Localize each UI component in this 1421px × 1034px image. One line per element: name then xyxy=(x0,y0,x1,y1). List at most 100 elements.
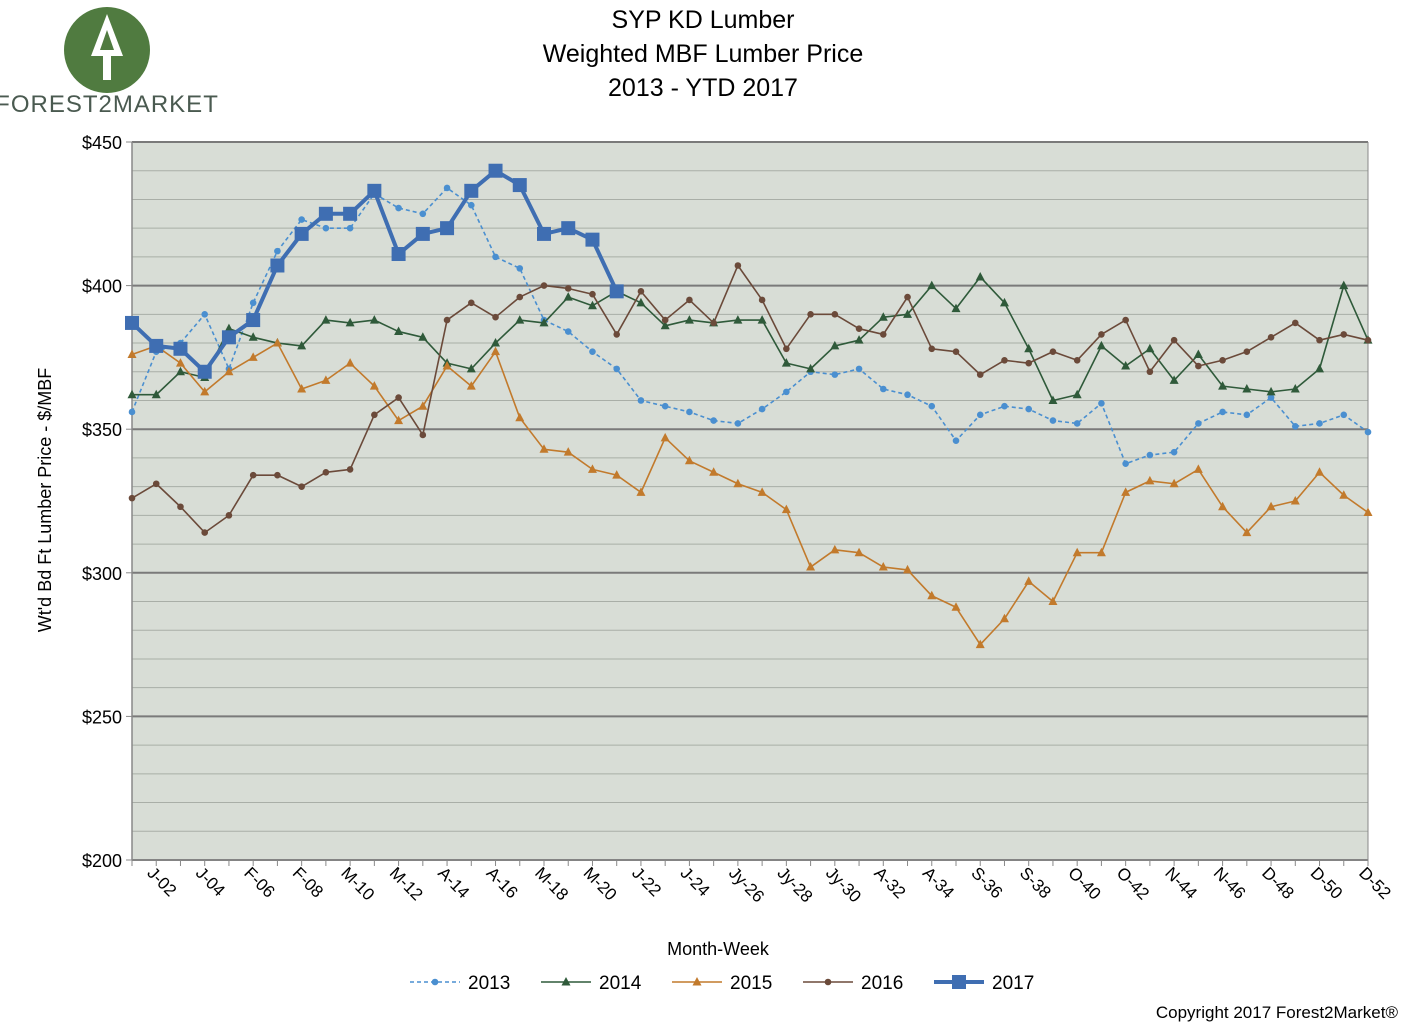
y-tick-label: $350 xyxy=(82,420,122,440)
point xyxy=(1024,576,1034,585)
legend-item: 2013 xyxy=(410,973,510,994)
point xyxy=(197,364,212,379)
point xyxy=(806,363,816,373)
point xyxy=(563,447,573,456)
legend-label: 2017 xyxy=(992,973,1034,994)
legend-item: 2016 xyxy=(803,973,903,994)
point xyxy=(270,258,285,273)
point xyxy=(1073,356,1081,364)
point xyxy=(1195,420,1202,427)
point xyxy=(564,285,572,292)
legend-label: 2016 xyxy=(861,973,903,994)
point xyxy=(151,389,161,399)
point xyxy=(1364,428,1372,436)
y-tick-label: $300 xyxy=(82,564,122,584)
point xyxy=(322,224,330,232)
point xyxy=(224,366,234,376)
x-tick-label: M-12 xyxy=(386,863,427,904)
point xyxy=(636,487,646,496)
point xyxy=(152,480,160,488)
point xyxy=(369,315,379,324)
point xyxy=(660,320,670,330)
point xyxy=(686,408,693,416)
point xyxy=(1169,478,1179,488)
point xyxy=(249,299,257,307)
point xyxy=(415,226,430,241)
chart-title: SYP KD Lumber xyxy=(612,6,795,34)
point xyxy=(201,529,209,536)
point xyxy=(951,602,961,611)
point xyxy=(467,299,475,307)
point xyxy=(395,204,402,212)
point xyxy=(806,562,816,571)
point xyxy=(225,512,233,519)
point xyxy=(1195,362,1202,370)
point xyxy=(321,375,331,384)
point xyxy=(1169,375,1179,384)
x-tick-label: Jy-30 xyxy=(822,863,865,906)
x-tick-label: D-48 xyxy=(1258,863,1297,902)
point xyxy=(1001,356,1008,364)
point xyxy=(928,402,936,410)
legend-marker xyxy=(692,977,702,986)
x-tick-label: A-16 xyxy=(483,863,522,902)
series-line xyxy=(131,342,1369,646)
point xyxy=(491,338,501,347)
point xyxy=(1316,336,1323,344)
x-tick-label: N-44 xyxy=(1161,863,1200,902)
point xyxy=(297,340,307,350)
point xyxy=(612,470,622,479)
point xyxy=(589,290,596,298)
x-tick-label: O-40 xyxy=(1064,863,1104,903)
point xyxy=(1025,405,1033,413)
x-tick-label: Jy-28 xyxy=(774,863,817,906)
point xyxy=(346,466,354,473)
point xyxy=(637,288,645,295)
series-line xyxy=(131,264,1369,534)
point xyxy=(1218,381,1228,390)
x-axis-label: Month-Week xyxy=(667,939,770,959)
point xyxy=(539,444,549,453)
point xyxy=(177,503,184,511)
point xyxy=(1315,467,1325,476)
point xyxy=(297,383,307,393)
point xyxy=(274,247,281,255)
point xyxy=(1072,547,1082,557)
point xyxy=(248,352,258,361)
point xyxy=(636,297,646,307)
point xyxy=(1146,451,1154,459)
point xyxy=(1170,336,1178,344)
point xyxy=(1340,331,1348,338)
point xyxy=(1048,596,1058,606)
point xyxy=(563,292,573,301)
point xyxy=(878,562,888,571)
x-tick-label: O-42 xyxy=(1113,863,1153,903)
point xyxy=(367,183,382,198)
point xyxy=(661,316,669,324)
point xyxy=(879,385,887,393)
logo: FOREST2MARKET xyxy=(0,7,218,118)
y-tick-label: $200 xyxy=(82,851,122,871)
x-tick-label: J-02 xyxy=(143,863,180,900)
point xyxy=(249,471,257,479)
point xyxy=(516,265,524,272)
legend-item: 2014 xyxy=(541,973,642,994)
point xyxy=(272,338,282,347)
point xyxy=(1096,340,1106,350)
point xyxy=(854,335,864,344)
point xyxy=(1121,361,1131,370)
point xyxy=(440,221,455,236)
point xyxy=(927,590,937,600)
point xyxy=(975,639,985,649)
point xyxy=(951,303,961,313)
point xyxy=(734,420,742,427)
point xyxy=(1290,383,1300,393)
point xyxy=(125,315,139,330)
point xyxy=(1219,408,1226,416)
point xyxy=(1121,487,1131,496)
point xyxy=(294,226,309,241)
point xyxy=(466,381,476,390)
point xyxy=(758,296,766,304)
point xyxy=(757,487,767,496)
point xyxy=(1340,411,1348,419)
